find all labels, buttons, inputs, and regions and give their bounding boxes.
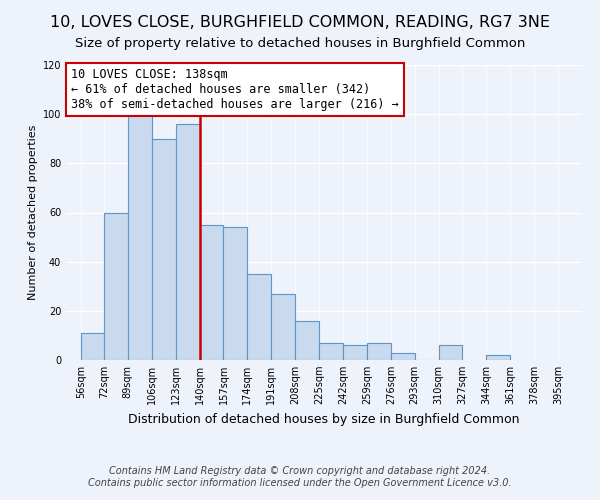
Text: 10, LOVES CLOSE, BURGHFIELD COMMON, READING, RG7 3NE: 10, LOVES CLOSE, BURGHFIELD COMMON, READ… bbox=[50, 15, 550, 30]
Text: Contains HM Land Registry data © Crown copyright and database right 2024.
Contai: Contains HM Land Registry data © Crown c… bbox=[88, 466, 512, 487]
Bar bbox=[200, 225, 223, 360]
Bar bbox=[271, 294, 295, 360]
Bar bbox=[319, 343, 343, 360]
Bar bbox=[343, 345, 367, 360]
Bar bbox=[128, 114, 152, 360]
Bar bbox=[104, 212, 128, 360]
Bar bbox=[487, 355, 510, 360]
Bar bbox=[391, 352, 415, 360]
Bar bbox=[152, 138, 176, 360]
Bar bbox=[223, 227, 247, 360]
Bar bbox=[82, 333, 104, 360]
Bar bbox=[367, 343, 391, 360]
Bar bbox=[176, 124, 200, 360]
X-axis label: Distribution of detached houses by size in Burghfield Common: Distribution of detached houses by size … bbox=[128, 412, 520, 426]
Text: 10 LOVES CLOSE: 138sqm
← 61% of detached houses are smaller (342)
38% of semi-de: 10 LOVES CLOSE: 138sqm ← 61% of detached… bbox=[71, 68, 399, 111]
Y-axis label: Number of detached properties: Number of detached properties bbox=[28, 125, 38, 300]
Text: Size of property relative to detached houses in Burghfield Common: Size of property relative to detached ho… bbox=[75, 38, 525, 51]
Bar bbox=[247, 274, 271, 360]
Bar bbox=[295, 320, 319, 360]
Bar bbox=[439, 345, 463, 360]
